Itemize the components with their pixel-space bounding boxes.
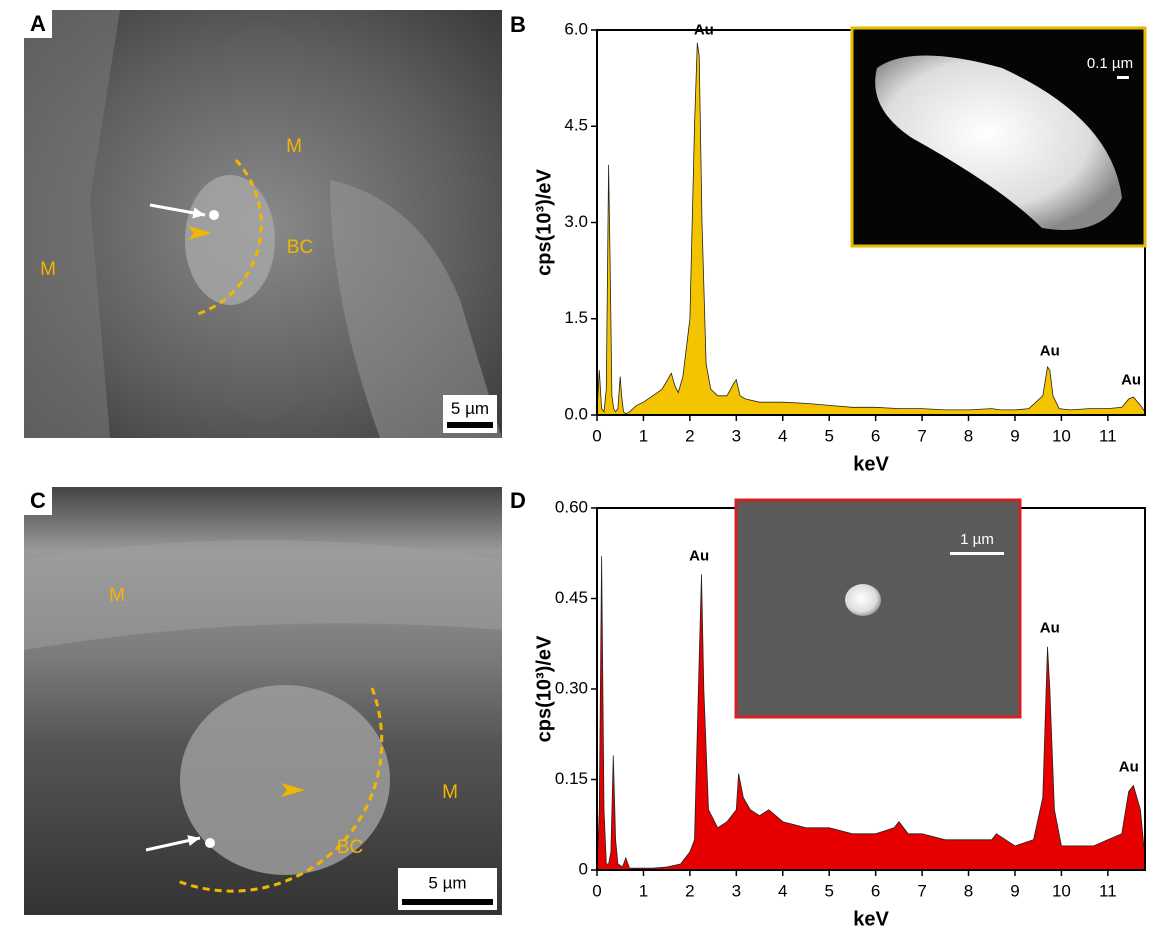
- x-tick-label: 5: [824, 426, 833, 445]
- panel-letter: A: [30, 11, 46, 36]
- x-tick-label: 0: [592, 426, 601, 445]
- arrowhead-marker: [188, 226, 212, 240]
- x-tick-label: 10: [1052, 426, 1071, 445]
- peak-label: Au: [1119, 758, 1139, 775]
- y-tick-label: 4.5: [564, 116, 588, 135]
- sem-texture: [24, 10, 120, 438]
- x-tick-label: 0: [592, 881, 601, 900]
- region-label: BC: [287, 237, 313, 258]
- x-tick-label: 11: [1099, 881, 1117, 900]
- cell-cluster: [180, 685, 390, 875]
- panel-letter: D: [510, 488, 526, 513]
- region-label: M: [286, 136, 302, 157]
- x-tick-label: 4: [778, 881, 787, 900]
- inset-scale-bar: [950, 552, 1004, 555]
- arrowhead-marker: [281, 783, 305, 797]
- x-tick-label: 9: [1010, 881, 1019, 900]
- sem-texture: [330, 180, 502, 438]
- scale-text: 5 µm: [428, 873, 466, 892]
- region-label: M: [109, 585, 125, 606]
- x-tick-label: 1: [639, 881, 648, 900]
- scale-bar: [447, 422, 493, 428]
- y-tick-label: 1.5: [564, 308, 588, 327]
- sem-texture: [24, 540, 502, 650]
- spectrum-area: [596, 556, 1146, 871]
- particle: [209, 210, 219, 220]
- x-tick-label: 8: [964, 426, 973, 445]
- inset-particle: [845, 584, 881, 616]
- x-tick-label: 2: [685, 881, 694, 900]
- y-tick-label: 6.0: [564, 19, 588, 38]
- region-label: BC: [337, 837, 363, 858]
- inset-particle: [875, 55, 1122, 230]
- x-tick-label: 7: [917, 881, 926, 900]
- boundary-arc: [194, 158, 263, 317]
- y-tick-label: 3.0: [564, 212, 588, 231]
- peak-label: Au: [1040, 342, 1060, 359]
- y-tick-label: 0.30: [555, 678, 588, 697]
- x-tick-label: 5: [824, 881, 833, 900]
- x-tick-label: 6: [871, 881, 880, 900]
- y-tick-label: 0.45: [555, 588, 588, 607]
- letter-box: [24, 487, 52, 515]
- x-tick-label: 1: [639, 426, 648, 445]
- cell-cluster: [185, 175, 275, 305]
- x-tick-label: 11: [1099, 426, 1117, 445]
- peak-label: Au: [689, 547, 709, 564]
- x-tick-label: 3: [732, 426, 741, 445]
- scale-text: 5 µm: [451, 399, 489, 418]
- inset-scale-bar: [1117, 76, 1129, 79]
- x-tick-label: 7: [917, 426, 926, 445]
- arrow-head: [187, 835, 200, 846]
- x-tick-label: 10: [1052, 881, 1071, 900]
- peak-label: Au: [1121, 371, 1141, 388]
- peak-label: Au: [694, 22, 714, 39]
- x-tick-label: 8: [964, 881, 973, 900]
- y-axis-label: cps(10³)/eV: [533, 168, 555, 275]
- x-tick-label: 2: [685, 426, 694, 445]
- region-label: M: [442, 782, 458, 803]
- scale-bar: [402, 899, 493, 905]
- x-axis-label: keV: [853, 908, 889, 930]
- y-tick-label: 0.15: [555, 769, 588, 788]
- y-axis-label: cps(10³)/eV: [533, 635, 555, 742]
- panel-letter: B: [510, 12, 526, 37]
- y-tick-label: 0.0: [564, 404, 588, 423]
- y-tick-label: 0: [579, 859, 588, 878]
- letter-box: [24, 10, 52, 38]
- region-label: M: [40, 259, 56, 280]
- inset-scale-text: 1 µm: [960, 531, 994, 548]
- panel-letter: C: [30, 488, 46, 513]
- x-tick-label: 6: [871, 426, 880, 445]
- x-tick-label: 3: [732, 881, 741, 900]
- particle: [205, 838, 215, 848]
- x-tick-label: 9: [1010, 426, 1019, 445]
- y-tick-label: 0.60: [555, 497, 588, 516]
- peak-label: Au: [1040, 620, 1060, 637]
- spectrum-area: [596, 42, 1146, 416]
- x-tick-label: 4: [778, 426, 787, 445]
- arrow-head: [192, 207, 205, 219]
- inset-scale-text: 0.1 µm: [1087, 55, 1133, 72]
- boundary-arc: [174, 687, 384, 893]
- x-axis-label: keV: [853, 453, 889, 475]
